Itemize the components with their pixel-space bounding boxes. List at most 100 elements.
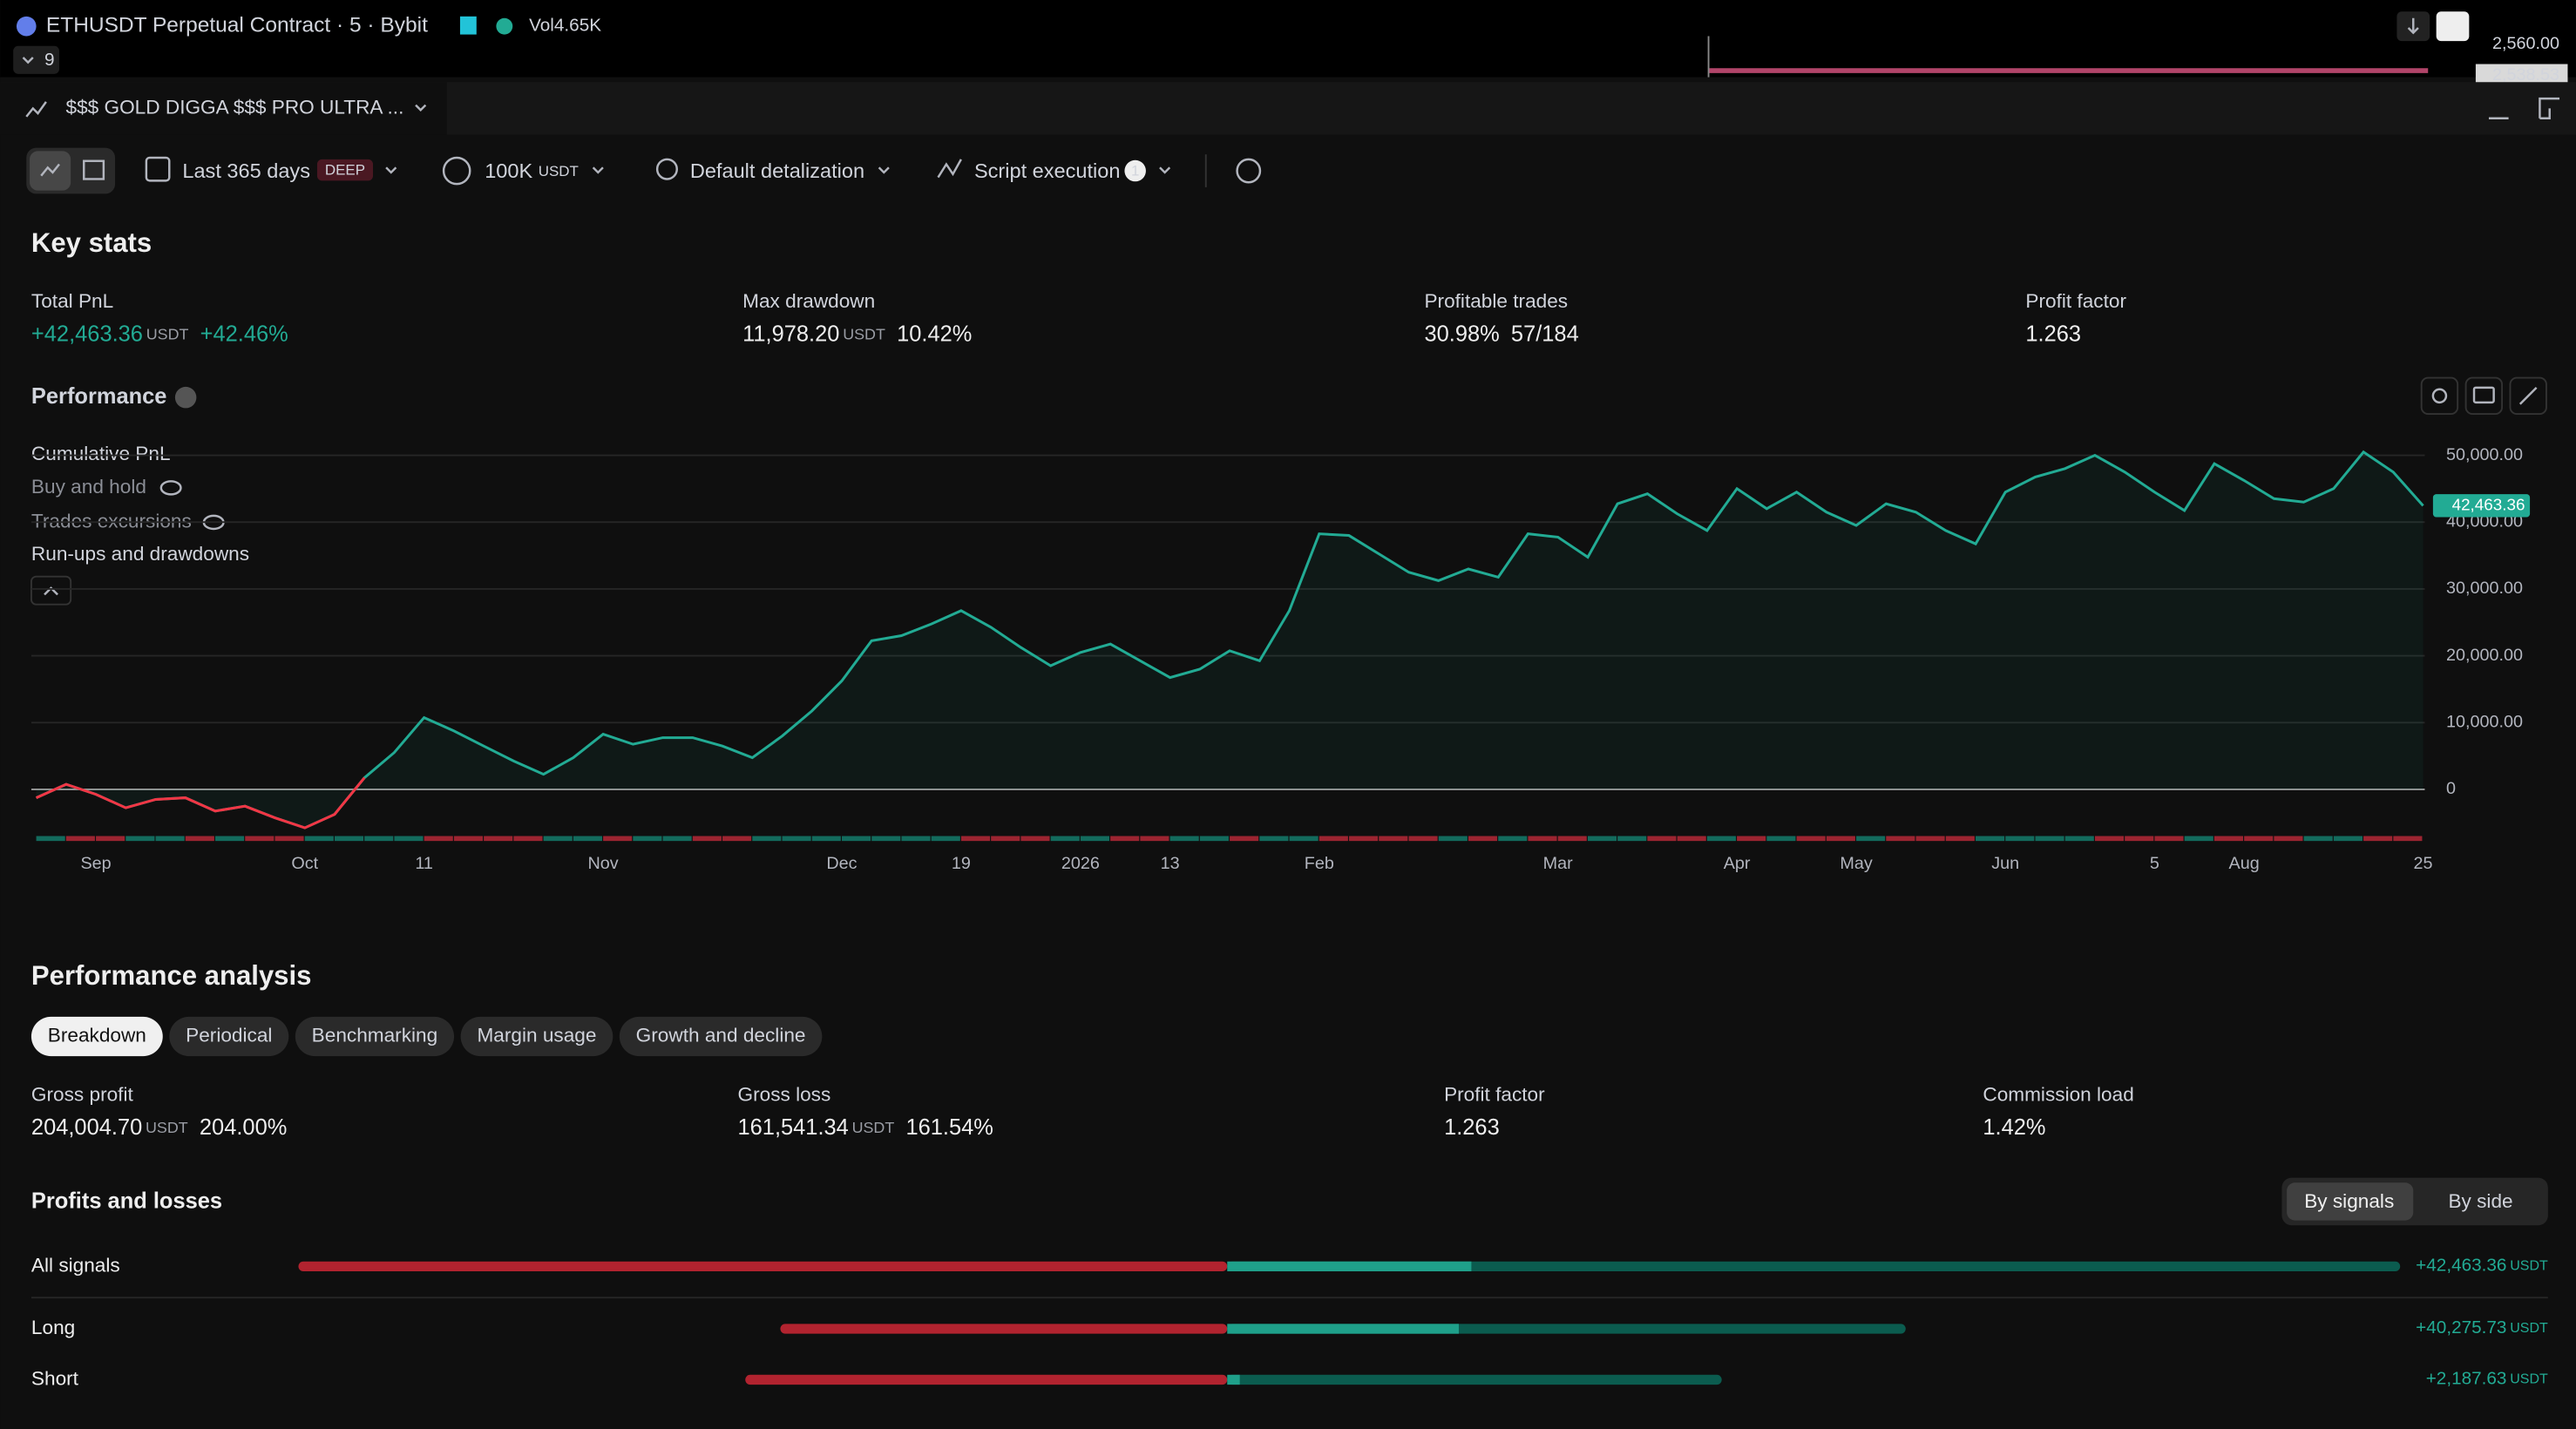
- unit: USDT: [2510, 1258, 2548, 1274]
- exec-icon: [937, 159, 962, 179]
- section-title: Profits and losses: [31, 1189, 222, 1214]
- chevron: [415, 104, 427, 112]
- loss-bar: [298, 1261, 1228, 1272]
- stat-value: 30.98% 57/184: [1424, 322, 1578, 346]
- count-box[interactable]: [13, 45, 59, 74]
- trade-strip: [662, 836, 692, 842]
- camera-icon: [2472, 386, 2495, 404]
- trade-strip: [1230, 836, 1259, 842]
- stat-value: 1.42%: [1983, 1115, 2045, 1140]
- expand-icon: [2518, 387, 2538, 405]
- x-tick-label: Jun: [1991, 854, 2019, 873]
- tab-button[interactable]: [295, 1016, 455, 1057]
- trade-strip: [245, 836, 275, 842]
- stat-label: Profit factor: [2025, 290, 2126, 312]
- trade-strip: [453, 836, 484, 842]
- hidden-icon[interactable]: [159, 480, 182, 496]
- tab-button[interactable]: [619, 1016, 823, 1057]
- trade-strip: [2035, 836, 2064, 842]
- trade-strip: [1319, 836, 1348, 842]
- coin-icon: [442, 156, 471, 186]
- x-tick-label: Nov: [588, 854, 619, 873]
- coin-icon: [16, 16, 37, 37]
- trade-strip: [901, 836, 931, 842]
- unit: USDT: [852, 1119, 895, 1136]
- trade-strip: [1438, 836, 1468, 842]
- collapse-button[interactable]: [30, 575, 72, 606]
- settings-button[interactable]: [2420, 376, 2459, 415]
- trade-strip: [1199, 836, 1229, 842]
- detail[interactable]: Default detalization: [690, 159, 864, 182]
- stat-label: Profitable trades: [1424, 290, 1568, 312]
- toggle-label[interactable]: By side: [2448, 1190, 2512, 1212]
- y-tick-label: 0: [2446, 779, 2456, 798]
- badge-box: [316, 159, 374, 181]
- trade-strip: [1706, 836, 1736, 842]
- trade-strip: [1915, 836, 1945, 842]
- trade-strip: [1080, 836, 1109, 842]
- top-bar: [0, 0, 2576, 78]
- value: 1.263: [2025, 322, 2081, 346]
- stat-value: 11,978.20 USDT 10.42%: [742, 322, 972, 346]
- tab-button[interactable]: [169, 1016, 289, 1057]
- help-icon[interactable]: [174, 386, 197, 409]
- trade-strip: [722, 836, 752, 842]
- row-label: All signals: [31, 1254, 120, 1276]
- x-tick-label: 11: [415, 854, 433, 873]
- toggle-label[interactable]: By signals: [2304, 1190, 2394, 1212]
- net-bar: [1227, 1324, 1459, 1334]
- legend-item[interactable]: Cumulative PnL: [31, 443, 171, 464]
- stat-label: Max drawdown: [742, 290, 875, 312]
- legend-item[interactable]: Run-ups and drawdowns: [31, 543, 249, 565]
- trade-strip: [991, 836, 1020, 842]
- net-label: +2,187.63 USDT: [2426, 1369, 2548, 1389]
- y-tick-label: 50,000.00: [2446, 445, 2523, 464]
- extra: 57/184: [1511, 322, 1579, 346]
- row-label: Short: [31, 1367, 79, 1389]
- trade-strip: [1110, 836, 1140, 842]
- calendar-icon: [145, 156, 171, 182]
- trade-strip: [2303, 836, 2333, 842]
- fullscreen-button[interactable]: [2509, 376, 2547, 415]
- tab-button[interactable]: [460, 1016, 613, 1057]
- stats: Total PnL+42,463.36 USDT +42.46%Max drawdo…: [31, 290, 2134, 1140]
- trade-strip: [931, 836, 960, 842]
- trade-strip: [752, 836, 782, 842]
- exec-count: 1: [1131, 162, 1139, 179]
- trade-strip: [1617, 836, 1647, 842]
- x-tick-label: Oct: [291, 854, 318, 873]
- sync-button[interactable]: [2436, 11, 2470, 42]
- status-dot: [496, 17, 513, 35]
- trade-strip: [1737, 836, 1766, 842]
- chevron: [385, 166, 397, 174]
- maximize-icon[interactable]: [2539, 97, 2560, 119]
- legend-item[interactable]: Buy and hold: [31, 476, 146, 498]
- tab[interactable]: [0, 82, 447, 135]
- x-tick-label: 19: [952, 854, 971, 873]
- snapshot-button[interactable]: [2464, 376, 2503, 415]
- trade-strip: [155, 836, 185, 842]
- trade-strip: [1259, 836, 1289, 842]
- symbol: ETHUSDT Perpetual Contract · 5 · Bybit: [46, 14, 428, 37]
- trade-strip: [871, 836, 901, 842]
- x-tick-label: Dec: [826, 854, 857, 873]
- tab-button[interactable]: [31, 1016, 163, 1057]
- trade-strip: [1379, 836, 1408, 842]
- table-icon: [83, 159, 105, 180]
- section-title: Key stats: [31, 227, 152, 258]
- alarm-icon[interactable]: [1236, 158, 1262, 184]
- legend-item[interactable]: Trades excursions: [31, 510, 192, 532]
- stat-label: Total PnL: [31, 290, 113, 312]
- stat-label: Gross profit: [31, 1083, 134, 1105]
- toggle-active[interactable]: [2287, 1182, 2414, 1221]
- pnl-line-negative: [35, 776, 366, 830]
- capital[interactable]: 100K USDT: [485, 159, 579, 182]
- execution[interactable]: Script execution: [974, 159, 1121, 182]
- trade-strip: [1587, 836, 1617, 842]
- detail-icon: [655, 158, 678, 180]
- trade-strip: [1647, 836, 1677, 842]
- trade-strip: [394, 836, 424, 842]
- range[interactable]: Last 365 days: [182, 159, 310, 182]
- trade-strip: [1140, 836, 1169, 842]
